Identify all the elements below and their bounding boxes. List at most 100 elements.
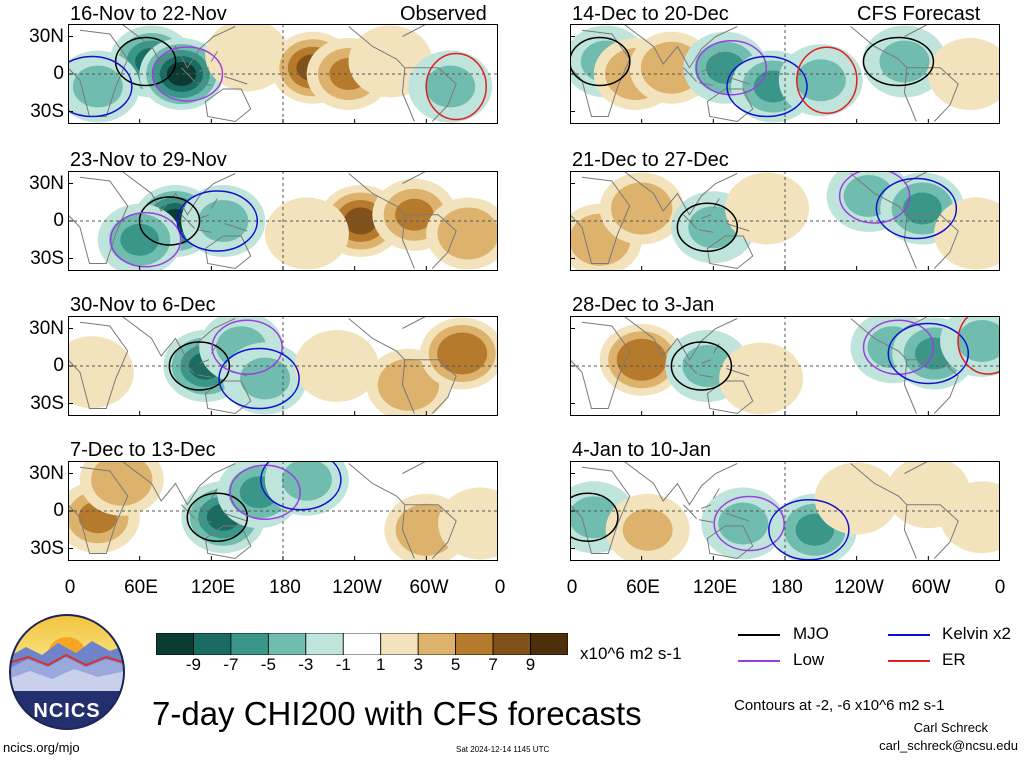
wave-contour [957,316,1000,375]
lon-tick-label: 60W [911,577,951,598]
author-name: Carl Schreck [913,720,988,735]
anomaly-region [389,368,428,401]
anomaly-region [344,207,378,235]
anomaly-region [445,340,479,367]
lat-tick-label: 0 [53,355,64,376]
colorbar-swatch [342,633,382,655]
colorbar-label: -9 [185,655,202,674]
lon-tick-label: 120W [332,577,382,598]
anomaly-region [102,463,142,496]
panel-tag-forecast: CFS Forecast [857,3,981,25]
ncics-logo: NCICS [9,614,125,730]
wave-contour [168,341,231,391]
wave-contour [425,52,487,121]
wave-contour [768,499,850,561]
panel-title: 28-Dec to 3-Jan [572,294,715,316]
wave-contour [186,492,249,542]
anomaly-region [795,513,835,546]
wave-contour [862,36,935,87]
author-email[interactable]: carl_schreck@ncsu.edu [879,738,1018,753]
lat-tick-label: 30N [29,172,64,194]
colorbar-label: 7 [488,655,498,674]
colorbar-swatch [230,633,269,655]
wave-contour [570,36,631,87]
lon-tick-label: 180 [771,577,803,598]
lat-tick-label: 30N [29,317,64,339]
map-panel [570,316,1000,416]
panel-title: 16-Nov to 22-Nov [70,3,227,25]
anomaly-region [652,51,691,84]
wave-contour [676,202,739,252]
anomaly-region [455,502,498,545]
anomaly-region [795,59,846,102]
anomaly-region [365,40,416,83]
contours-note: Contours at -2, -6 x10^6 m2 s-1 [734,697,945,714]
lon-tick-label: 120E [190,577,236,598]
wave-contour [138,196,201,246]
anomaly-region [120,223,159,256]
anomaly-region [72,65,123,108]
map-panel [68,461,498,561]
colorbar-swatch [156,633,194,655]
lat-tick-label: 30S [30,392,64,414]
wave-contour [838,171,911,224]
anomaly-region [718,502,769,545]
map-panel [570,24,1000,124]
anomaly-region [448,217,488,250]
lat-tick-label: 30S [30,247,64,269]
legend-mjo-label: MJO [793,624,829,643]
legend-low-line [738,660,780,662]
colorbar-swatch [305,633,344,655]
legend-kelvin-label: Kelvin x2 [942,624,1011,643]
anomaly-region [198,200,249,242]
anomaly-region [425,65,476,108]
colorbar-swatch [417,633,457,655]
wave-contour [726,55,808,118]
lon-tick-label: 60E [124,577,158,598]
anomaly-region [281,461,332,501]
anomaly-region [903,471,954,514]
colorbar-label: 3 [413,655,423,674]
anomaly-region [580,223,620,256]
colorbar-label: -7 [223,655,239,674]
lat-tick-label: 30S [30,100,64,122]
timestamp: Sat 2024-12-14 1145 UTC [456,745,550,754]
lat-tick-label: 0 [53,210,64,231]
anomaly-region [222,34,273,77]
anomaly-region [622,508,673,551]
lat-tick-label: 30S [30,537,64,559]
lat-tick-label: 0 [53,500,64,521]
wave-contour [670,341,733,391]
panel-title: 21-Dec to 27-Dec [572,149,729,171]
lat-tick-label: 30N [29,462,64,484]
anomaly-region [625,346,659,374]
wave-contour [570,492,619,542]
legend-low-label: Low [793,650,825,669]
lon-tick-label: 120W [834,577,884,598]
anomaly-region [879,40,930,83]
map-panel [570,461,1000,561]
wave-contour [695,40,768,96]
coastline [570,316,959,415]
lat-tick-label: 0 [53,63,64,84]
legend-er-label: ER [942,650,966,669]
panel-title: 7-Dec to 13-Dec [70,439,216,461]
anomaly-region [311,345,362,387]
panel-title: 4-Jan to 10-Jan [572,439,711,461]
lon-tick-label: 0 [994,577,1006,598]
colorbar-swatch [455,633,494,655]
coastline [570,461,959,560]
panel-title: 14-Dec to 20-Dec [572,3,729,25]
lon-tick-label: 0 [566,577,578,598]
wave-contour [151,46,224,102]
wave-contour [109,212,182,268]
logo-text: NCICS [33,700,100,722]
anomaly-region [951,212,1000,255]
panel-title: 23-Nov to 29-Nov [70,149,227,171]
map-panel [68,24,498,124]
website-link[interactable]: ncics.org/mjo [3,740,80,755]
anomaly-region [831,477,882,520]
colorbar-swatch [380,633,419,655]
map-panel [68,316,498,416]
colorbar [156,633,568,655]
